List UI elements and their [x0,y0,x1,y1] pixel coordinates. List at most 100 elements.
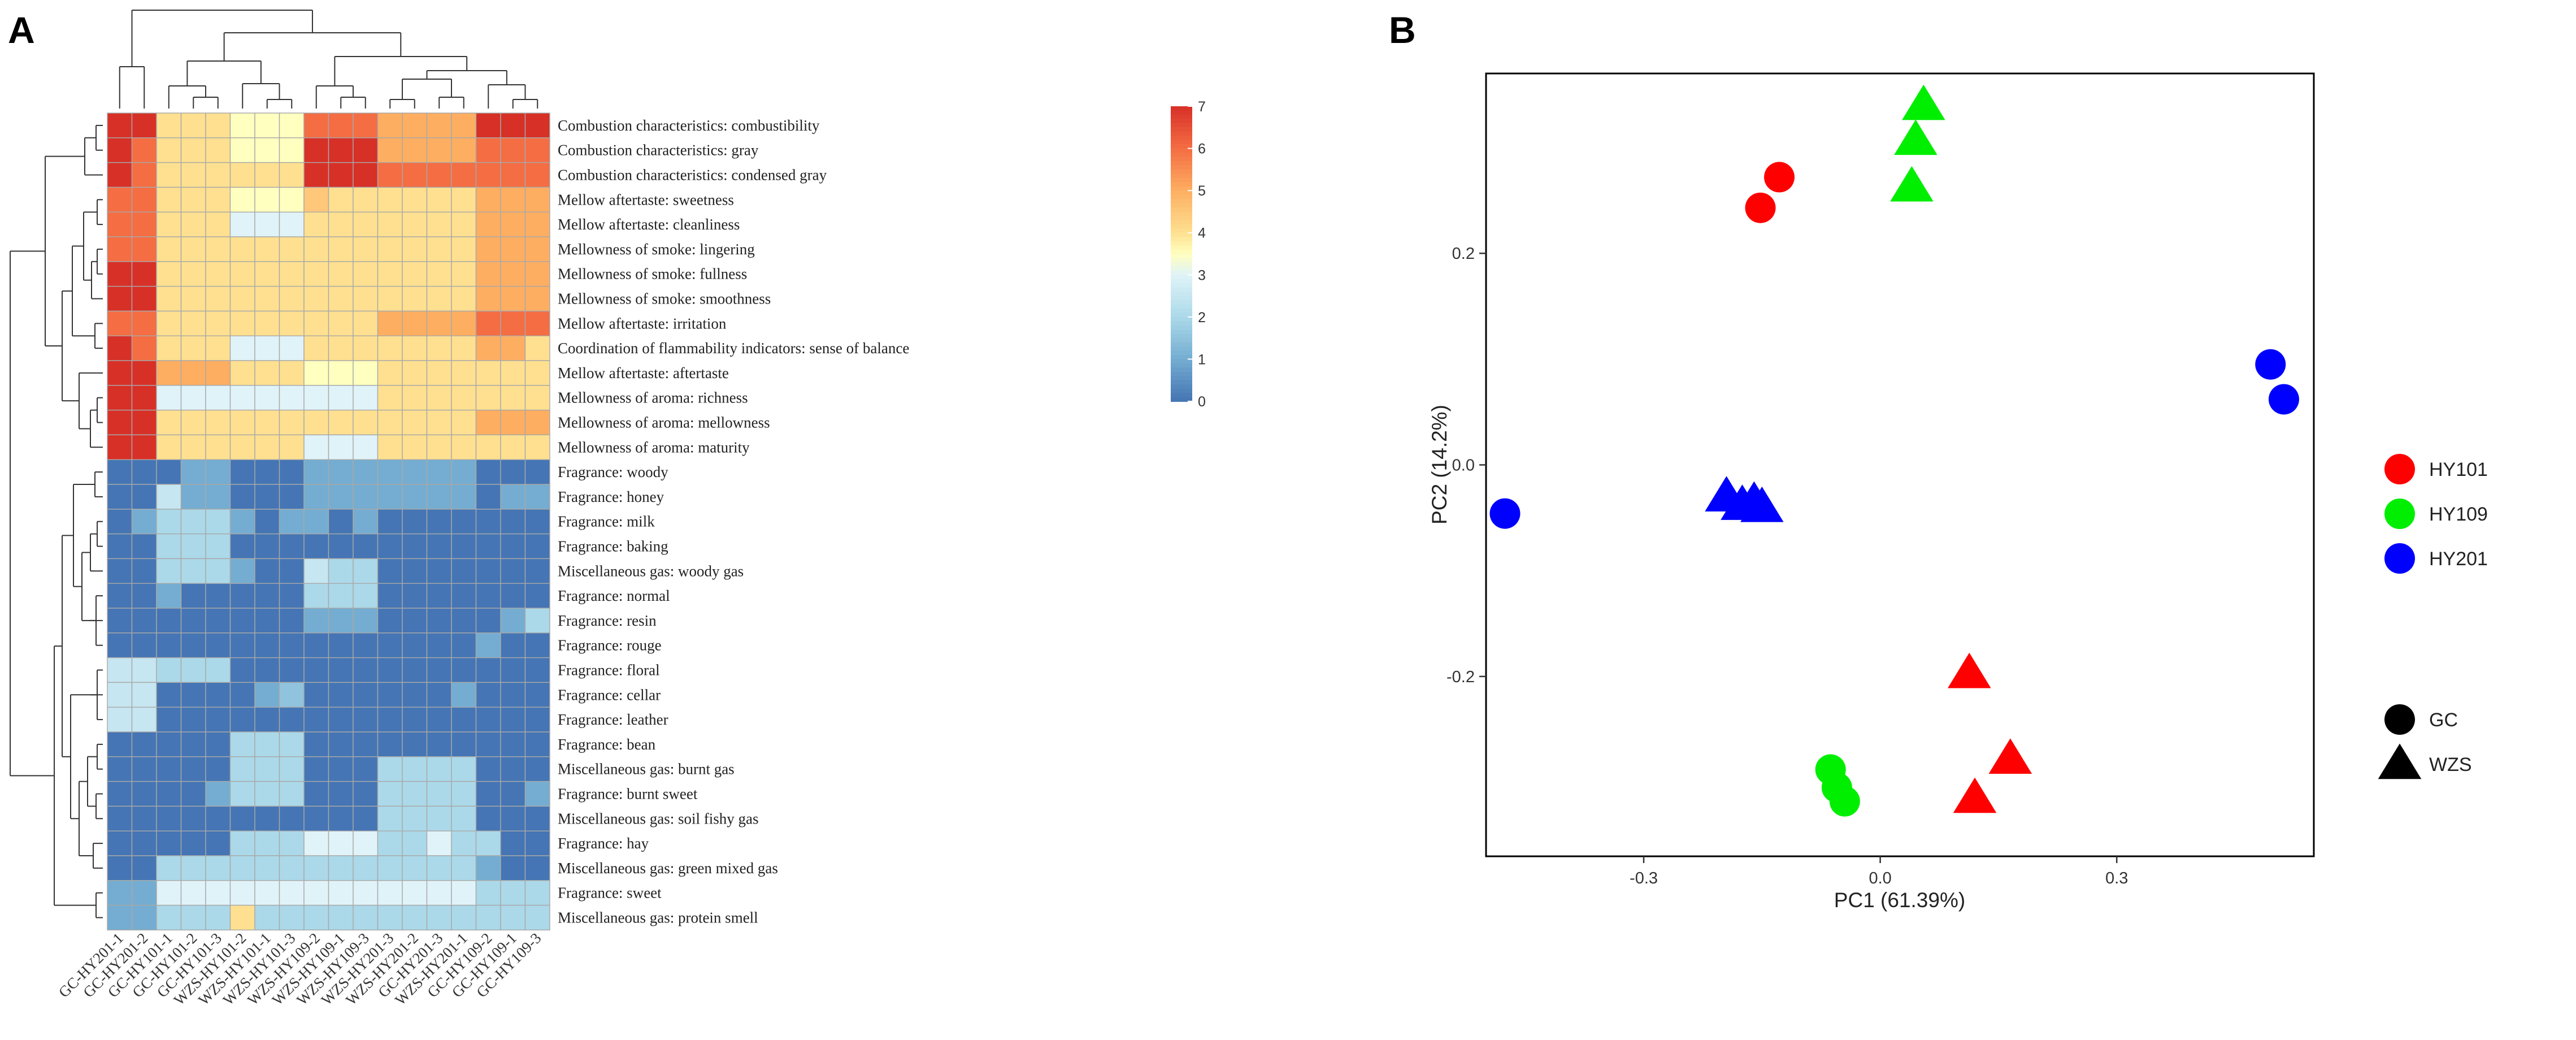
heatmap-cell [353,137,379,163]
heatmap-row-label: Miscellaneous gas: soil fishy gas [558,810,758,827]
heatmap-cell [353,682,379,708]
heatmap-cell [451,830,477,856]
heatmap-cells [107,112,550,931]
heatmap-cell [328,533,354,560]
heatmap-cell [131,533,157,560]
colorbar-tick-label: 1 [1198,352,1206,367]
heatmap-cell [156,236,182,262]
pca-y-axis-title: PC2 (14.2%) [1428,405,1451,525]
heatmap-cell [279,583,305,609]
heatmap-cell [254,137,280,163]
heatmap-cell [131,484,157,510]
heatmap-cell [131,434,157,460]
heatmap-cell [377,335,403,361]
heatmap-cell [353,187,379,213]
pca-axes: -0.3 0.0 0.3 -0.2 0.0 0.2 [1446,245,2128,887]
heatmap-cell [524,731,550,757]
heatmap-row-label: Fragrance: floral [558,662,660,679]
heatmap-cell [451,162,477,188]
colorbar-segment [1171,140,1192,145]
heatmap-cell [328,137,354,163]
colorbar-tick-label: 0 [1198,394,1206,410]
heatmap-cell [254,583,280,609]
heatmap-cell [328,632,354,658]
heatmap-cell [451,211,477,237]
colorbar-segment [1171,144,1192,149]
heatmap-cell [475,509,501,535]
heatmap-cell [229,880,255,906]
heatmap-cell [500,781,526,807]
heatmap-cell [279,187,305,213]
heatmap-cell [254,236,280,262]
heatmap-cell [205,137,231,163]
heatmap-cell [205,385,231,411]
pca-point [1764,162,1795,193]
heatmap-cell [500,459,526,485]
heatmap-cell [131,385,157,411]
heatmap-cell [303,781,329,807]
heatmap-cell [353,756,379,782]
heatmap-cell [205,360,231,386]
heatmap-cell [107,731,133,757]
heatmap-cell [131,187,157,213]
heatmap-cell [254,608,280,634]
colorbar-tick-label: 3 [1198,267,1206,283]
heatmap-cell [475,285,501,312]
heatmap-cell [131,880,157,906]
heatmap-cell [131,632,157,658]
heatmap-cell [229,583,255,609]
colorbar-segment [1171,110,1192,115]
heatmap-cell [500,756,526,782]
pca-point [1890,166,1934,202]
heatmap-cell [180,904,206,931]
heatmap-cell [377,533,403,560]
pca-x-tick-label: 0.0 [1869,869,1891,887]
heatmap-cell [205,211,231,237]
heatmap-cell [254,459,280,485]
colorbar-segment [1171,119,1192,124]
heatmap-column-labels: GC-HY201-1GC-HY201-2GC-HY101-1GC-HY101-2… [55,929,545,1008]
heatmap-cell [328,335,354,361]
heatmap-cell [475,360,501,386]
heatmap-cell [451,904,477,931]
heatmap-cell [328,558,354,584]
heatmap-cell [156,211,182,237]
heatmap-cell [254,310,280,336]
heatmap-cell [107,285,133,312]
heatmap-cell [524,632,550,658]
heatmap-cell [131,409,157,436]
heatmap-cell [475,261,501,287]
heatmap-cell [156,781,182,807]
heatmap-cell [328,409,354,436]
heatmap-cell [353,162,379,188]
heatmap-cell [254,632,280,658]
heatmap-cell [451,459,477,485]
heatmap-cell [107,261,133,287]
colorbar-segment [1171,300,1192,305]
heatmap-cell [180,162,206,188]
heatmap-cell [131,112,157,138]
heatmap-cell [426,533,452,560]
heatmap-cell [402,805,428,831]
colorbar-segment [1171,106,1192,111]
heatmap-cell [205,335,231,361]
heatmap-cell [426,904,452,931]
colorbar-segment [1171,157,1192,162]
heatmap-cell [451,558,477,584]
pca-point [2268,384,2299,415]
heatmap-cell [524,558,550,584]
heatmap-cell [107,459,133,485]
heatmap-cell [180,484,206,510]
heatmap-cell [303,632,329,658]
heatmap-cell [328,781,354,807]
heatmap-cell [107,558,133,584]
heatmap-cell [303,731,329,757]
heatmap-cell [156,112,182,138]
heatmap-cell [107,657,133,683]
heatmap-cell [500,830,526,856]
heatmap-cell [303,335,329,361]
heatmap-cell [180,682,206,708]
heatmap-row-label: Fragrance: normal [558,587,670,604]
legend-color-swatch [2384,499,2415,529]
heatmap-cell [205,608,231,634]
